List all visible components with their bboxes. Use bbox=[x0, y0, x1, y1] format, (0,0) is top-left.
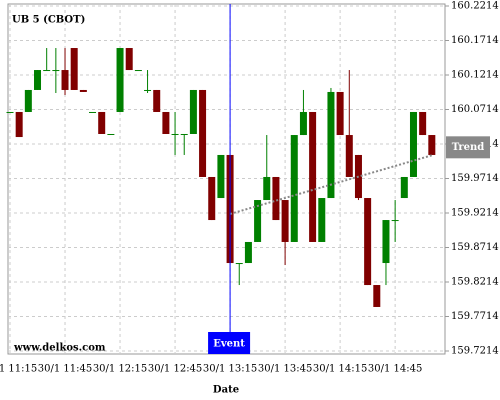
event-label: Event bbox=[213, 339, 245, 350]
candle-body bbox=[400, 176, 408, 199]
x-tick-label: 30/1 14:45 bbox=[368, 364, 422, 375]
chart-title: UB 5 (CBOT) bbox=[12, 15, 85, 26]
candle-body bbox=[235, 263, 243, 265]
candle-body bbox=[144, 89, 152, 91]
y-tick-label: 159.8214 bbox=[451, 277, 499, 288]
x-axis-label: Date bbox=[213, 385, 239, 396]
candle-body bbox=[134, 70, 142, 72]
candle-body bbox=[309, 111, 317, 242]
x-tick-label: 30/1 12:45 bbox=[148, 364, 202, 375]
candle-body bbox=[199, 89, 207, 177]
candle-body bbox=[364, 198, 372, 286]
candle-body bbox=[153, 89, 161, 112]
candle-body bbox=[189, 89, 197, 134]
y-tick-label: 159.9714 bbox=[451, 173, 499, 184]
y-tick-label: 159.7714 bbox=[451, 311, 499, 322]
candle-body bbox=[318, 198, 326, 242]
candle-body bbox=[419, 111, 427, 136]
x-tick-label: 30/1 11:45 bbox=[38, 364, 92, 375]
candle-body bbox=[61, 70, 69, 90]
y-tick-label: 160.0714 bbox=[451, 104, 499, 115]
x-tick-label: 30/1 12:15 bbox=[93, 364, 147, 375]
y-tick-label: 159.7214 bbox=[451, 346, 499, 357]
trend-line bbox=[229, 154, 433, 215]
candle-body bbox=[34, 70, 42, 90]
candle-body bbox=[98, 111, 106, 134]
candle-body bbox=[244, 241, 252, 264]
candle-body bbox=[52, 70, 60, 72]
candle-body bbox=[299, 111, 307, 136]
candle-body bbox=[15, 111, 23, 138]
candle-body bbox=[391, 220, 399, 222]
candle-body bbox=[125, 48, 133, 71]
candle-body bbox=[89, 111, 97, 113]
candle-body bbox=[254, 200, 262, 242]
candle-body bbox=[79, 89, 87, 92]
x-tick-label: 30/1 13:45 bbox=[258, 364, 312, 375]
candle-body bbox=[70, 48, 78, 90]
trend-label: Trend bbox=[452, 142, 485, 153]
candle-body bbox=[428, 135, 436, 155]
y-tick-label: 160.2214 bbox=[451, 1, 499, 12]
candle-body bbox=[43, 70, 51, 72]
event-label-box bbox=[208, 332, 251, 354]
candle-body bbox=[409, 111, 417, 177]
candle-body bbox=[373, 285, 381, 307]
candle-body bbox=[327, 91, 335, 199]
trend-label-box bbox=[446, 136, 490, 159]
y-tick-label: 159.9214 bbox=[451, 208, 499, 219]
candle-body bbox=[107, 133, 115, 135]
candle-body bbox=[345, 135, 353, 177]
candle-body bbox=[208, 176, 216, 221]
candle-body bbox=[272, 176, 280, 221]
candle-body bbox=[382, 220, 390, 264]
candle-body bbox=[180, 133, 188, 135]
x-tick-label: 30/1 13:15 bbox=[203, 364, 257, 375]
candle-body bbox=[6, 111, 14, 113]
candle-body bbox=[290, 135, 298, 242]
candle-body bbox=[162, 111, 170, 134]
x-tick-label: 30/1 11:15 bbox=[0, 364, 37, 375]
candle-body bbox=[24, 89, 32, 112]
candle-body bbox=[336, 91, 344, 136]
candle-body bbox=[281, 200, 289, 242]
candle-body bbox=[116, 48, 124, 112]
candle-body bbox=[171, 133, 179, 135]
x-tick-label: 30/1 14:15 bbox=[313, 364, 367, 375]
candle-body bbox=[217, 154, 225, 199]
watermark: www.delkos.com bbox=[13, 343, 106, 354]
y-tick-label: 160.1214 bbox=[451, 70, 499, 81]
y-tick-label: 160.1714 bbox=[451, 35, 499, 46]
y-tick-label: 159.8714 bbox=[451, 242, 499, 253]
candle-body bbox=[263, 176, 271, 201]
